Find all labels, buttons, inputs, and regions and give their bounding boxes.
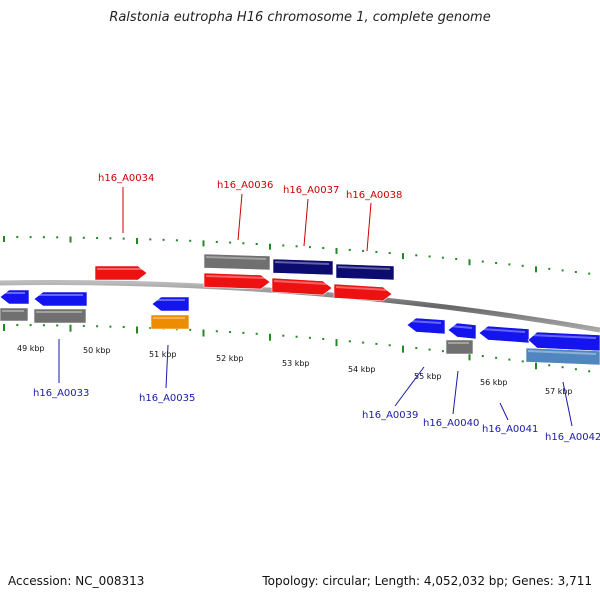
gene-label-h16-a0037[interactable]: h16_A0037 — [283, 185, 339, 196]
leader-line — [366, 202, 372, 252]
leader-line — [562, 381, 573, 427]
gene-label-h16-a0033[interactable]: h16_A0033 — [33, 388, 89, 399]
gene-feature — [527, 331, 600, 352]
kbp-label: 51 kbp — [149, 350, 177, 359]
kbp-label: 56 kbp — [480, 378, 508, 387]
scale-ticks — [3, 236, 591, 373]
accession-text: Accession: NC_008313 — [8, 574, 145, 588]
gene-highlight — [408, 320, 442, 324]
kbp-label: 54 kbp — [348, 365, 376, 374]
kbp-label: 50 kbp — [83, 346, 111, 355]
gene-highlight — [335, 286, 389, 291]
gene-feature — [525, 347, 600, 366]
gene-label-h16-a0040[interactable]: h16_A0040 — [423, 418, 479, 429]
gene-highlight — [205, 256, 267, 260]
gene-feature — [0, 289, 30, 305]
gene-feature — [203, 253, 271, 271]
gene-feature — [406, 317, 446, 335]
gene-label-h16-a0041[interactable]: h16_A0041 — [482, 424, 538, 435]
kbp-label: 57 kbp — [545, 387, 573, 396]
gene-label-h16-a0039[interactable]: h16_A0039 — [362, 410, 418, 421]
gene-feature — [150, 314, 190, 330]
gene-feature — [203, 272, 271, 290]
gene-feature — [333, 283, 393, 302]
gene-highlight — [205, 275, 267, 279]
gene-highlight — [274, 261, 330, 265]
leader-line — [237, 193, 243, 241]
kbp-label: 49 kbp — [17, 344, 45, 353]
gene-highlight — [449, 325, 473, 329]
gene-feature — [151, 296, 190, 312]
kbp-label: 53 kbp — [282, 359, 310, 368]
kbp-label: 55 kbp — [414, 372, 442, 381]
leader-line — [303, 198, 309, 247]
leader-line — [499, 402, 509, 421]
gene-label-h16-a0036[interactable]: h16_A0036 — [217, 180, 273, 191]
map-title: Ralstonia eutropha H16 chromosome 1, com… — [109, 10, 491, 25]
gene-highlight — [527, 350, 597, 355]
gene-label-h16-a0038[interactable]: h16_A0038 — [346, 190, 402, 201]
gene-feature — [478, 325, 530, 344]
gene-feature — [271, 277, 333, 296]
gene-feature — [0, 307, 29, 322]
leader-line — [394, 366, 425, 407]
gene-feature — [33, 308, 87, 324]
gene-feature — [33, 291, 88, 307]
gene-feature — [445, 339, 474, 355]
gene-label-h16-a0034[interactable]: h16_A0034 — [98, 173, 154, 184]
gene-feature — [272, 258, 334, 276]
gene-highlight — [273, 280, 329, 285]
gene-highlight — [337, 266, 391, 270]
gene-highlight — [480, 328, 526, 333]
kbp-label: 52 kbp — [216, 354, 244, 363]
gene-highlight — [529, 334, 597, 339]
leader-line — [165, 344, 169, 389]
gene-label-h16-a0042[interactable]: h16_A0042 — [545, 432, 600, 443]
gene-feature — [335, 263, 395, 281]
gene-feature — [447, 322, 477, 340]
genome-info-text: Topology: circular; Length: 4,052,032 bp… — [262, 574, 592, 588]
gene-feature — [94, 265, 148, 281]
leader-line — [452, 370, 459, 415]
gene-features — [0, 253, 600, 366]
gene-label-h16-a0035[interactable]: h16_A0035 — [139, 393, 195, 404]
